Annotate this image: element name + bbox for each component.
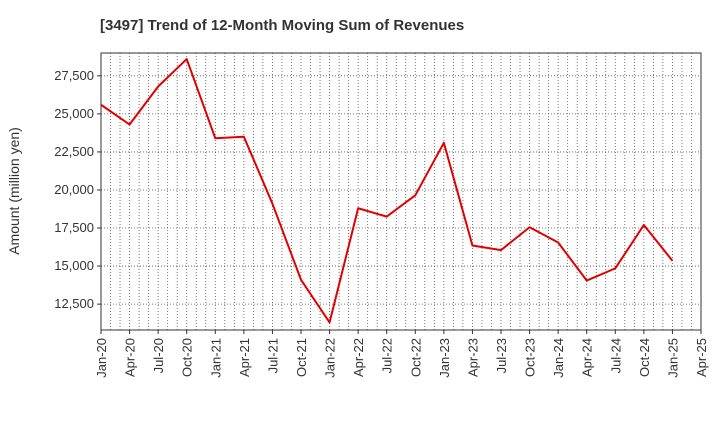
x-tick-label: Oct-21 [294,338,309,377]
y-tick-label: 12,500 [54,296,94,311]
x-tick-label: Oct-24 [637,338,652,377]
x-tick-label: Jul-22 [380,338,395,373]
x-tick-label: Jan-20 [94,338,109,378]
y-tick-label: 27,500 [54,68,94,83]
x-axis: Jan-20 Apr-20 Jul-20 Oct-20 Jan-21 Apr-21 Jul-… [94,330,709,378]
y-axis-label: Amount (million yen) [6,127,22,255]
x-tick-label: Jan-25 [665,338,680,378]
x-tick-label: Oct-20 [180,338,195,377]
chart-title: [3497] Trend of 12-Month Moving Sum of R… [100,17,464,34]
x-tick-label: Oct-22 [408,338,423,377]
x-tick-label: Jan-23 [437,338,452,378]
x-tick-label: Jul-24 [608,338,623,373]
y-tick-label: 25,000 [54,106,94,121]
plot-area [100,52,702,331]
x-tick-label: Jul-21 [265,338,280,373]
y-tick-label: 17,500 [54,220,94,235]
x-tick-label: Jul-23 [494,338,509,373]
x-tick-label: Jan-24 [551,338,566,378]
x-tick-label: Apr-23 [465,338,480,377]
x-tick-label: Apr-21 [237,338,252,377]
x-tick-label: Apr-25 [694,338,709,377]
x-tick-label: Apr-22 [351,338,366,377]
x-tick-label: Oct-23 [523,338,538,377]
x-tick-label: Jan-22 [323,338,338,378]
x-tick-label: Apr-20 [123,338,138,377]
x-tick-label: Apr-24 [580,338,595,377]
series-layer [100,58,674,324]
grid [101,53,701,330]
y-tick-label: 22,500 [54,144,94,159]
y-tick-label: 20,000 [54,182,94,197]
x-tick-label: Jan-21 [208,338,223,378]
x-tick-label: Jul-20 [151,338,166,373]
series-line [100,58,674,324]
y-axis: 12,500 15,000 17,500 20,000 22,500 25,000 27,5… [54,68,101,311]
y-tick-label: 15,000 [54,258,94,273]
